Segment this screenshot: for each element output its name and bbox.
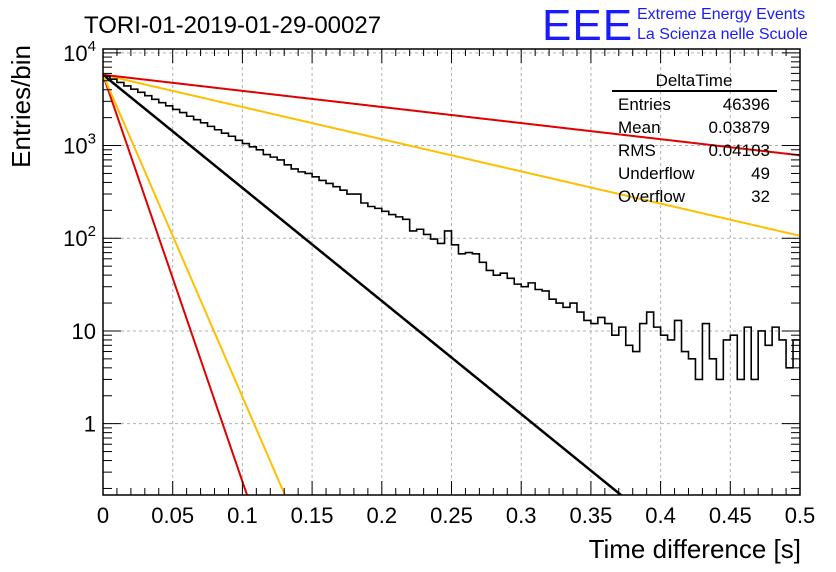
chart-title: TORI-01-2019-01-29-00027 [84,12,381,39]
y-tick-label: 102 [63,223,96,251]
series-red-slow [103,73,800,157]
histogram [103,75,800,381]
logo-line2: La Scienza nelle Scuole [637,26,808,43]
stats-value: 0.04103 [709,141,770,160]
x-tick-label: 0.2 [367,503,398,528]
grid [103,49,800,495]
x-tick-label: 0.05 [151,503,194,528]
stats-rows: Entries 46396 Mean 0.03879 RMS 0.04103 Underfl… [618,95,770,206]
series-orange-fast [103,74,286,495]
y-tick-label: 1 [84,412,96,437]
x-tick-label: 0.3 [506,503,537,528]
x-tick-label: 0 [97,503,109,528]
curves [103,73,800,495]
stats-label: Mean [618,118,661,137]
x-axis-label: Time difference [s] [589,534,801,564]
x-tick-label: 0.4 [645,503,676,528]
y-tick-label: 103 [63,131,96,159]
y-tick-label-base: 10 [63,226,87,251]
series-fit [103,73,623,495]
logo-mark: EEE [542,1,633,50]
y-tick-label-base: 10 [63,41,87,66]
series-orange-slow [103,73,800,237]
stats-value: 49 [751,164,770,183]
stats-label: Entries [618,95,671,114]
histogram-outline [103,75,800,381]
logo-line1: Extreme Energy Events [637,6,805,23]
x-tick-label: 0.45 [709,503,752,528]
y-tick-label-exponent: 4 [88,38,96,55]
stats-label: Underflow [618,164,695,183]
y-tick-label: 10 [72,319,96,344]
x-tick-label: 0.1 [227,503,258,528]
y-tick-label: 104 [63,38,96,66]
stats-box: DeltaTime Entries 46396 Mean 0.03879 RMS 0.04… [612,71,777,206]
x-tick-labels: 0 0.05 0.1 0.15 0.2 0.25 0.3 0.35 0.4 0.45 0.5 [97,503,815,528]
stats-label: RMS [618,141,656,160]
stats-box-title: DeltaTime [656,71,733,90]
y-tick-label-exponent: 2 [88,223,96,240]
y-tick-label-exponent: 3 [88,131,96,148]
x-tick-label: 0.35 [569,503,612,528]
eee-logo: EEE Extreme Energy Events La Scienza nel… [542,1,808,50]
stats-value: 0.03879 [709,118,770,137]
y-tick-label-base: 10 [63,134,87,159]
x-tick-label: 0.25 [430,503,473,528]
y-axis-label: Entries/bin [6,45,36,168]
x-tick-label: 0.15 [291,503,334,528]
stats-value: 32 [751,187,770,206]
axis-ticks [102,49,801,495]
stats-label: Overflow [618,187,686,206]
series-red-fast [103,74,249,495]
x-tick-label: 0.5 [785,503,816,528]
stats-value: 46396 [723,95,770,114]
